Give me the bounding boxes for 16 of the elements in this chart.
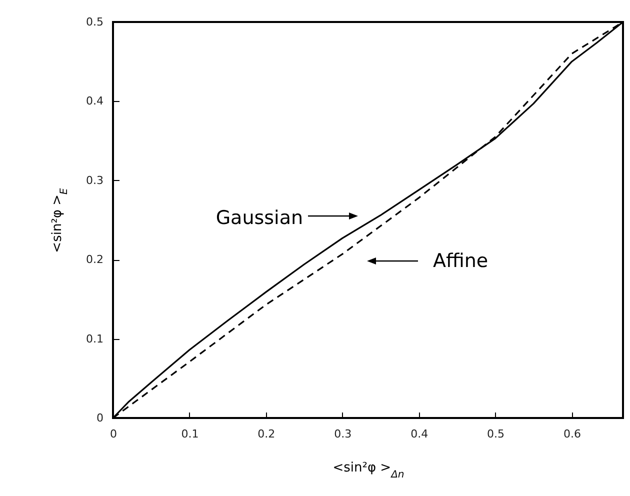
annotation: Gaussian	[216, 207, 303, 229]
y-tick-label: 0.2	[86, 253, 104, 266]
y-tick-label: 0.5	[86, 16, 104, 28]
x-tick-label: 0.3	[334, 428, 352, 440]
x-tick-label: 0.5	[487, 428, 505, 440]
x-tick-label: 0.4	[410, 428, 428, 440]
y-tick-label: 0.1	[86, 332, 104, 346]
x-tick-label: 0.6	[564, 428, 582, 440]
x-axis-title: <sin²φ >$_{Δn}$	[332, 460, 404, 480]
y-tick-label: 0.3	[86, 174, 104, 187]
x-tick-label: 0.2	[258, 428, 276, 440]
y-tick-label: 0	[96, 412, 104, 424]
x-tick-label: 0.1	[181, 428, 199, 440]
x-tick-label: 0	[110, 428, 117, 440]
annotation: Affine	[433, 250, 488, 272]
y-tick-label: 0.4	[86, 94, 104, 108]
